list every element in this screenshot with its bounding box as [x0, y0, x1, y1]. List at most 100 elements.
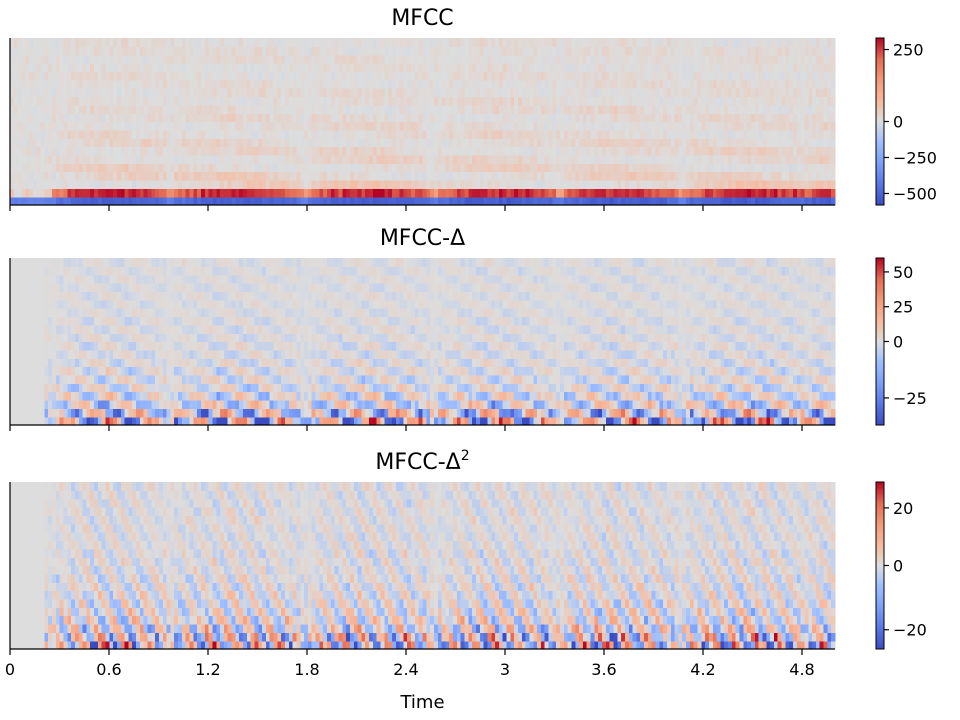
heatmap-cell	[346, 104, 351, 114]
heatmap-cell	[575, 38, 580, 47]
heatmap-cell	[831, 121, 836, 131]
heatmap-cell	[750, 54, 756, 64]
heatmap-cell	[361, 54, 366, 64]
heatmap-cell	[86, 163, 91, 173]
heatmap-cell	[735, 88, 741, 98]
heatmap-cell	[36, 196, 42, 206]
heatmap-cell	[109, 374, 114, 384]
heatmap-cell	[743, 196, 748, 206]
heatmap-cell	[120, 146, 126, 156]
heatmap-cell	[728, 113, 733, 123]
heatmap-cell	[94, 416, 99, 426]
heatmap-cell	[621, 104, 626, 114]
heatmap-cell	[525, 63, 531, 72]
heatmap-cell	[491, 54, 496, 64]
heatmap-cell	[579, 79, 584, 89]
heatmap-cell	[724, 79, 729, 89]
heatmap-cell	[544, 179, 550, 189]
heatmap-cell	[52, 383, 57, 393]
heatmap-cell	[433, 154, 439, 164]
heatmap-cell	[506, 129, 511, 139]
heatmap-cell	[716, 38, 722, 47]
heatmap-cell	[796, 154, 802, 164]
heatmap-cell	[178, 54, 183, 64]
heatmap-cell	[571, 163, 576, 173]
heatmap-cell	[105, 104, 110, 114]
heatmap-cell	[21, 274, 26, 284]
heatmap-cell	[155, 138, 160, 148]
heatmap-cell	[13, 113, 19, 123]
heatmap-cell	[502, 163, 508, 173]
heatmap-cell	[426, 121, 431, 131]
heatmap-cell	[632, 188, 637, 198]
heatmap-cell	[113, 258, 118, 267]
heatmap-cell	[13, 274, 19, 284]
heatmap-cell	[44, 283, 49, 292]
heatmap-cell	[52, 266, 57, 276]
heatmap-cell	[502, 188, 508, 198]
heatmap-cell	[74, 349, 80, 359]
heatmap-cell	[250, 121, 256, 131]
heatmap-cell	[831, 129, 836, 139]
heatmap-cell	[265, 163, 271, 173]
heatmap-cell	[158, 188, 164, 198]
heatmap-cell	[71, 399, 76, 409]
heatmap-cell	[113, 374, 118, 384]
heatmap-cell	[40, 38, 45, 47]
heatmap-cell	[17, 179, 23, 189]
heatmap-cell	[262, 121, 267, 131]
heatmap-cell	[766, 179, 771, 189]
heatmap-cell	[808, 171, 813, 181]
heatmap-cell	[285, 171, 290, 181]
heatmap-cell	[181, 88, 187, 98]
heatmap-cell	[181, 79, 187, 89]
heatmap-cell	[411, 38, 416, 47]
heatmap-cell	[97, 146, 103, 156]
heatmap-cell	[483, 188, 489, 198]
heatmap-cell	[781, 79, 786, 89]
heatmap-cell	[13, 188, 19, 198]
heatmap-cell	[44, 399, 49, 409]
heatmap-cell	[25, 399, 30, 409]
heatmap-cell	[59, 341, 65, 351]
heatmap-cell	[617, 96, 622, 106]
heatmap-cell	[285, 104, 290, 114]
heatmap-cell	[571, 196, 576, 206]
heatmap-cell	[113, 163, 118, 173]
heatmap-cell	[800, 104, 806, 114]
heatmap-cell	[82, 188, 87, 198]
heatmap-cell	[151, 88, 156, 98]
heatmap-cell	[739, 96, 744, 106]
heatmap-cell	[770, 104, 775, 114]
heatmap-cell	[32, 283, 38, 292]
heatmap-cell	[575, 163, 580, 173]
heatmap-cell	[136, 163, 141, 173]
heatmap-cell	[281, 188, 286, 198]
heatmap-cell	[647, 79, 653, 89]
heatmap-cell	[124, 274, 129, 284]
heatmap-cell	[441, 96, 447, 106]
heatmap-cell	[609, 138, 615, 148]
heatmap-cell	[304, 138, 309, 148]
heatmap-cell	[59, 113, 65, 123]
heatmap-cell	[433, 146, 439, 156]
heatmap-cell	[460, 88, 466, 98]
heatmap-cell	[86, 358, 91, 368]
heatmap-cell	[651, 71, 657, 81]
heatmap-cell	[613, 104, 618, 114]
heatmap-cell	[109, 146, 114, 156]
heatmap-cell	[682, 46, 687, 56]
heatmap-cell	[101, 324, 107, 334]
heatmap-cell	[235, 196, 240, 206]
heatmap-cell	[609, 154, 615, 164]
heatmap-cell	[754, 113, 760, 123]
heatmap-cell	[640, 146, 645, 156]
heatmap-cell	[10, 333, 15, 343]
heatmap-cell	[792, 179, 798, 189]
heatmap-cell	[55, 179, 61, 189]
heatmap-cell	[708, 188, 714, 198]
heatmap-cell	[281, 129, 286, 139]
heatmap-cell	[460, 163, 466, 173]
heatmap-cell	[812, 179, 817, 189]
heatmap-cell	[689, 71, 695, 81]
